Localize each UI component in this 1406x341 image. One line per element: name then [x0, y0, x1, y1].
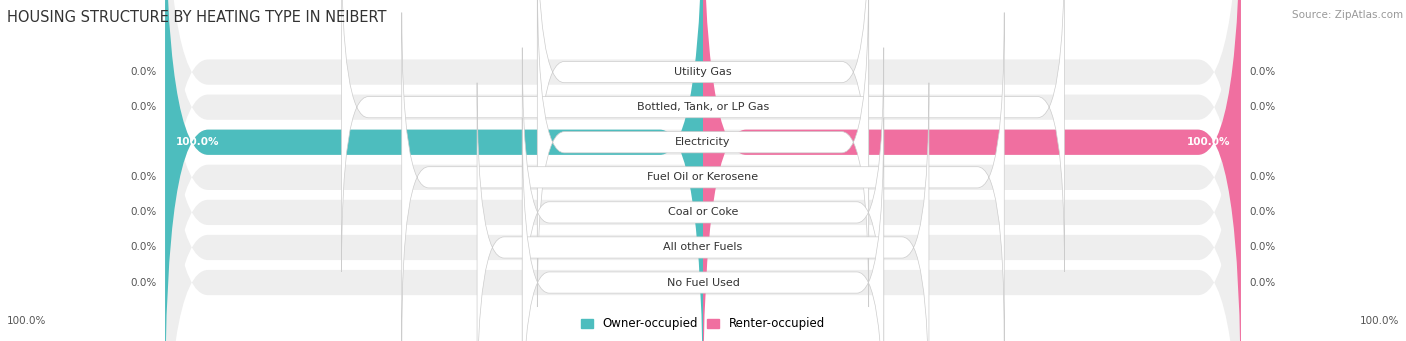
Text: 100.0%: 100.0%: [176, 137, 219, 147]
Text: 0.0%: 0.0%: [131, 242, 157, 252]
Text: 100.0%: 100.0%: [1187, 137, 1230, 147]
FancyBboxPatch shape: [165, 0, 1241, 341]
Text: Bottled, Tank, or LP Gas: Bottled, Tank, or LP Gas: [637, 102, 769, 112]
Text: 0.0%: 0.0%: [1249, 207, 1275, 218]
Text: 0.0%: 0.0%: [131, 172, 157, 182]
Text: All other Fuels: All other Fuels: [664, 242, 742, 252]
Text: Fuel Oil or Kerosene: Fuel Oil or Kerosene: [647, 172, 759, 182]
Text: 0.0%: 0.0%: [1249, 67, 1275, 77]
Text: 0.0%: 0.0%: [131, 102, 157, 112]
FancyBboxPatch shape: [165, 0, 1241, 340]
FancyBboxPatch shape: [522, 118, 884, 341]
Text: No Fuel Used: No Fuel Used: [666, 278, 740, 287]
Text: 100.0%: 100.0%: [7, 315, 46, 326]
FancyBboxPatch shape: [342, 0, 1064, 272]
FancyBboxPatch shape: [165, 15, 1241, 341]
Text: Electricity: Electricity: [675, 137, 731, 147]
Text: 0.0%: 0.0%: [131, 67, 157, 77]
Text: 100.0%: 100.0%: [1360, 315, 1399, 326]
Text: 0.0%: 0.0%: [131, 207, 157, 218]
FancyBboxPatch shape: [703, 0, 1241, 341]
Text: 0.0%: 0.0%: [1249, 242, 1275, 252]
Text: Coal or Coke: Coal or Coke: [668, 207, 738, 218]
Legend: Owner-occupied, Renter-occupied: Owner-occupied, Renter-occupied: [576, 313, 830, 335]
FancyBboxPatch shape: [165, 0, 1241, 341]
FancyBboxPatch shape: [537, 0, 869, 237]
Text: HOUSING STRUCTURE BY HEATING TYPE IN NEIBERT: HOUSING STRUCTURE BY HEATING TYPE IN NEI…: [7, 10, 387, 25]
FancyBboxPatch shape: [165, 0, 1241, 341]
FancyBboxPatch shape: [477, 83, 929, 341]
FancyBboxPatch shape: [522, 48, 884, 341]
FancyBboxPatch shape: [402, 13, 1004, 341]
Text: Utility Gas: Utility Gas: [675, 67, 731, 77]
Text: 0.0%: 0.0%: [1249, 102, 1275, 112]
FancyBboxPatch shape: [165, 0, 1241, 341]
Text: 0.0%: 0.0%: [1249, 278, 1275, 287]
Text: Source: ZipAtlas.com: Source: ZipAtlas.com: [1292, 10, 1403, 20]
FancyBboxPatch shape: [537, 0, 869, 307]
Text: 0.0%: 0.0%: [131, 278, 157, 287]
Text: 0.0%: 0.0%: [1249, 172, 1275, 182]
FancyBboxPatch shape: [165, 0, 1241, 341]
FancyBboxPatch shape: [165, 0, 703, 341]
